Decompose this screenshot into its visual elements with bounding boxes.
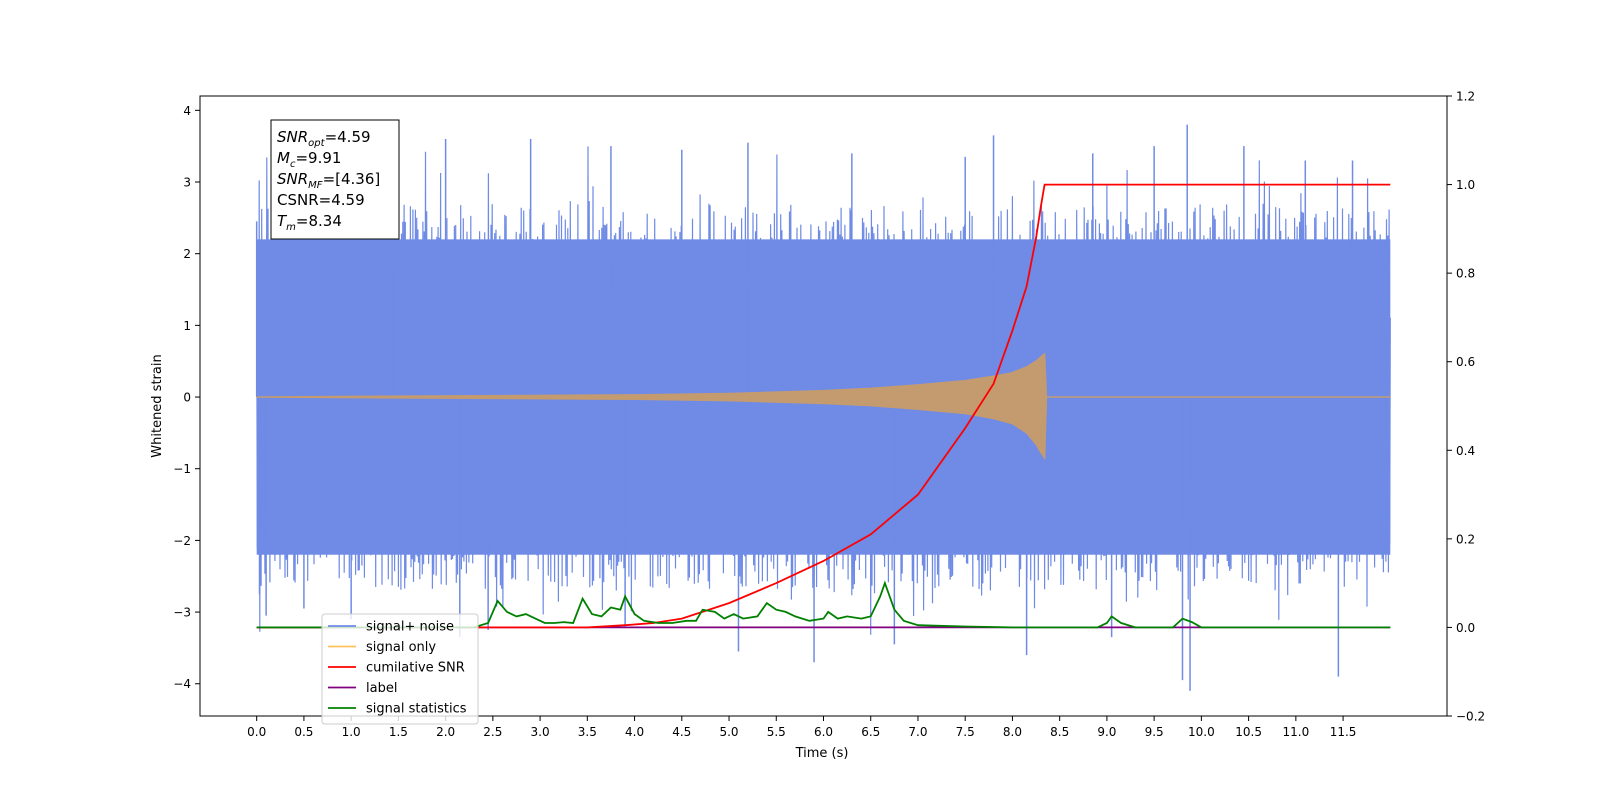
x-tick-label: 1.5 [389,725,408,739]
legend-entries: signal+ noise signal only cumilative SNR la… [328,620,467,717]
x-tick-label: 0.5 [294,725,313,739]
annotation-value: =4.59 [319,191,365,209]
legend-label: signal only [366,640,436,655]
annotation-value: =4.59 [325,128,371,146]
x-tick-label: 7.0 [908,725,927,739]
annotation-value: =8.34 [296,212,342,230]
y-tick-label: 0 [183,391,191,405]
plot-area [255,124,1391,691]
annotation-symbol: SNR [277,170,308,188]
axis-ticks: 0.0 0.5 1.0 1.5 2.0 2.5 3.0 3.5 4.0 4.5 5.0 5.5 6.0 6… [173,90,1485,740]
legend-frame [321,613,479,725]
annotation-symbol: T [277,212,288,230]
x-tick-label: 9.0 [1097,725,1116,739]
y2-tick-label: 1.0 [1456,178,1475,192]
x-tick-label: 6.5 [861,725,880,739]
annotation-line: SNRMF=[4.36] [277,170,380,191]
y2-tick-label: −0.2 [1456,710,1485,724]
legend-label: cumilative SNR [366,661,465,676]
annotation-line: Tm=8.34 [277,212,342,233]
y-tick-label: −2 [173,534,191,548]
y-tick-label: 1 [183,319,191,333]
legend-label: label [366,681,397,696]
annotation-symbol: SNR [277,128,308,146]
annotation-subscript: m [286,222,296,233]
x-tick-label: 6.0 [814,725,833,739]
annotation-box: SNRopt=4.59Mc=9.91SNRMF=[4.36]CSNR=4.59T… [270,119,400,240]
x-tick-label: 7.5 [956,725,975,739]
y2-tick-label: 0.0 [1456,621,1475,635]
y-axis-label: Whitened strain [150,354,165,457]
y-tick-label: −1 [173,462,191,476]
annotation-line: CSNR=4.59 [277,191,365,209]
y2-tick-label: 1.2 [1456,90,1475,104]
x-tick-label: 3.0 [531,725,550,739]
x-axis-label: Time (s) [795,746,849,761]
x-tick-label: 11.5 [1330,725,1357,739]
x-tick-label: 10.5 [1235,725,1262,739]
annotation-line: SNRopt=4.59 [277,128,371,149]
annotation-symbol: M [277,149,290,167]
annotation-subscript: c [290,159,296,170]
y-tick-label: −4 [173,677,191,691]
annotation-symbol: CSNR [277,191,319,209]
x-tick-label: 9.5 [1145,725,1164,739]
x-tick-label: 5.5 [767,725,786,739]
x-tick-label: 10.0 [1188,725,1215,739]
x-tick-label: 5.0 [719,725,738,739]
annotation-frame [270,119,400,240]
legend-label: signal statistics [366,702,467,717]
x-tick-label: 0.0 [247,725,266,739]
y-tick-label: 3 [183,176,191,190]
x-tick-label: 11.0 [1282,725,1309,739]
y2-tick-label: 0.4 [1456,444,1475,458]
x-tick-label: 4.5 [672,725,691,739]
x-tick-label: 2.0 [436,725,455,739]
x-tick-label: 8.0 [1003,725,1022,739]
y-tick-label: 4 [183,104,191,118]
annotation-text: SNRopt=4.59Mc=9.91SNRMF=[4.36]CSNR=4.59T… [277,128,380,233]
series-cumulative-snr [256,183,1391,629]
annotation-subscript: opt [308,138,325,149]
annotation-value: =9.91 [295,149,341,167]
y2-tick-label: 0.6 [1456,355,1475,369]
x-tick-label: 2.5 [483,725,502,739]
y-tick-label: 2 [183,247,191,261]
x-tick-label: 8.5 [1050,725,1069,739]
y2-tick-label: 0.8 [1456,267,1475,281]
legend: signal+ noise signal only cumilative SNR la… [321,613,479,725]
series-signal-only [256,352,1391,461]
y-tick-label: −3 [173,606,191,620]
annotation-value: =[4.36] [323,170,381,188]
x-tick-label: 3.5 [578,725,597,739]
annotation-line: Mc=9.91 [277,149,341,170]
x-tick-label: 4.0 [625,725,644,739]
y2-tick-label: 0.2 [1456,532,1475,546]
annotation-subscript: MF [308,180,323,191]
legend-label: signal+ noise [366,620,454,635]
series-signal-statistics [256,580,1391,629]
x-tick-label: 1.0 [342,725,361,739]
